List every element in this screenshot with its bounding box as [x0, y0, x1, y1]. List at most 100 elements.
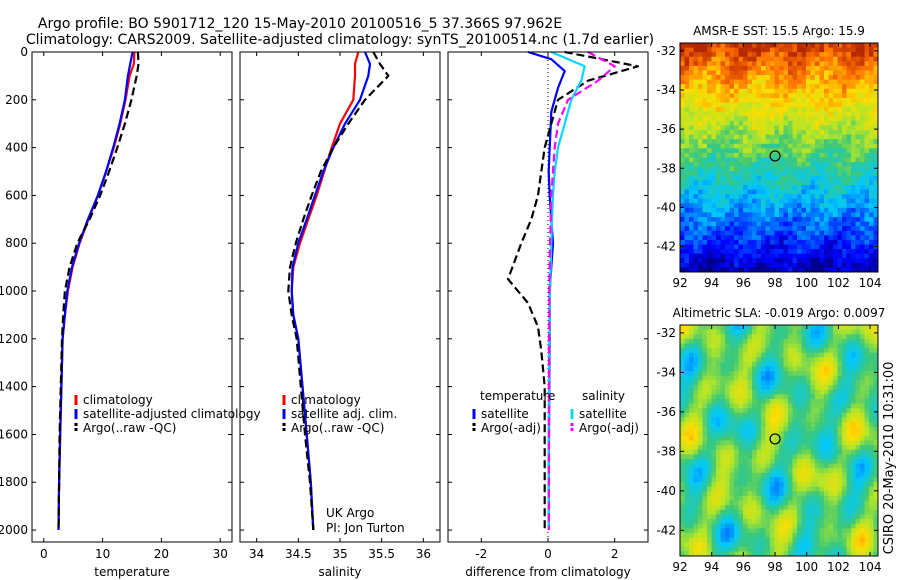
sla_map-cell: [725, 389, 730, 395]
sst_map-cell: [851, 267, 856, 272]
sst_map-cell: [761, 162, 766, 168]
sla_map-cell: [743, 422, 748, 428]
sst_map-cell: [860, 221, 865, 227]
sst_map-cell: [864, 88, 870, 94]
sla_map-cell: [860, 426, 865, 432]
sst_map-cell: [725, 88, 730, 94]
sst_map-cell: [869, 249, 874, 255]
sst_map-cell: [801, 116, 807, 122]
sst_map-cell: [779, 198, 784, 204]
sla_map-cell: [801, 357, 807, 363]
sst_map-cell: [779, 180, 784, 186]
sst_map-cell: [792, 180, 798, 186]
sst_map-cell: [747, 125, 753, 131]
sla_map-cell: [792, 338, 798, 344]
sla_map-cell: [819, 325, 825, 331]
sst_map-cell: [765, 84, 771, 90]
sst_map-cell: [747, 194, 753, 200]
sst_map-cell: [738, 102, 744, 108]
sst_map-cell: [837, 157, 843, 163]
sst_map-cell: [725, 235, 730, 241]
sst_map-cell: [833, 143, 838, 149]
sst_map-cell: [738, 258, 744, 264]
sla_map-cell: [828, 325, 834, 331]
sla_map-cell: [693, 325, 699, 331]
sla_map-cell: [779, 431, 784, 437]
sst_map-cell: [864, 56, 870, 62]
sst_map-cell: [833, 258, 838, 264]
sla_map-cell: [765, 514, 771, 520]
sla_map-cell: [819, 519, 825, 525]
sst_map-cell: [810, 207, 816, 213]
sla_map-cell: [756, 537, 762, 543]
sst_map-cell: [734, 143, 739, 149]
sla_map-cell: [783, 385, 789, 391]
sst_map-cell: [806, 180, 811, 186]
sla_map-cell: [720, 477, 726, 483]
sst_map-cell: [707, 43, 712, 48]
sst_map-cell: [819, 152, 825, 158]
sla_map-cell: [815, 537, 820, 543]
sst_map-cell: [684, 61, 690, 67]
sla_map-cell: [873, 523, 878, 529]
sla_map-cell: [693, 380, 699, 386]
sst_map-cell: [842, 111, 847, 117]
sla_map-cell: [824, 482, 829, 488]
sla_map-cell: [801, 454, 807, 460]
sla_map-cell: [734, 537, 739, 543]
sst_map-cell: [716, 152, 721, 158]
sla_map-cell: [788, 389, 793, 395]
sla_map-cell: [779, 514, 784, 520]
depth-tick-label: 2000: [0, 523, 28, 537]
sst_map-cell: [765, 93, 771, 99]
sst_map-cell: [783, 107, 789, 113]
sla_map-cell: [801, 422, 807, 428]
sst_map-cell: [819, 157, 825, 163]
sla_map-cell: [707, 431, 712, 437]
sst_map-cell: [761, 65, 766, 71]
sst_map-cell: [725, 120, 730, 126]
sst_map-cell: [707, 239, 712, 245]
sla_map-cell: [711, 403, 717, 409]
sst_map-cell: [860, 97, 865, 103]
sla_map-cell: [806, 431, 811, 437]
sla_map-cell: [828, 422, 834, 428]
sla_map-cell: [684, 519, 690, 525]
sst_map-cell: [711, 267, 717, 272]
sla_map-cell: [833, 361, 838, 367]
sst_map-cell: [869, 203, 874, 209]
sla_map-cell: [855, 486, 861, 492]
sst_map-cell: [707, 107, 712, 113]
sst_map-cell: [702, 253, 708, 259]
sla_map-cell: [698, 546, 703, 552]
sla_map-cell: [743, 532, 748, 538]
sla_map-cell: [869, 375, 874, 381]
sst_map-ytick-label: -42: [656, 240, 676, 254]
sst_map-cell: [833, 79, 838, 85]
sst_map-cell: [869, 148, 874, 154]
sla_map-cell: [869, 325, 874, 331]
sla_map-cell: [851, 445, 856, 451]
sla_map-cell: [806, 514, 811, 520]
sla_map-cell: [729, 542, 735, 548]
sst_map-cell: [765, 97, 771, 103]
sla_map-cell: [707, 343, 712, 349]
sla_map-cell: [693, 468, 699, 474]
sla_map-cell: [792, 334, 798, 340]
sst_map-cell: [851, 198, 856, 204]
sst_map-cell: [873, 88, 878, 94]
sst_map-cell: [729, 111, 735, 117]
sst_map-cell: [756, 65, 762, 71]
sst_map-cell: [680, 189, 685, 195]
sst_map-cell: [819, 203, 825, 209]
sst_map-cell: [707, 253, 712, 259]
sla_map-cell: [833, 454, 838, 460]
sla_map-cell: [833, 352, 838, 358]
sst_map-cell: [851, 166, 856, 172]
sst_map-cell: [720, 70, 726, 76]
sla_map-cell: [855, 338, 861, 344]
sst_map-cell: [698, 207, 703, 213]
sla_map-cell: [770, 329, 775, 335]
sla_map-cell: [851, 509, 856, 515]
